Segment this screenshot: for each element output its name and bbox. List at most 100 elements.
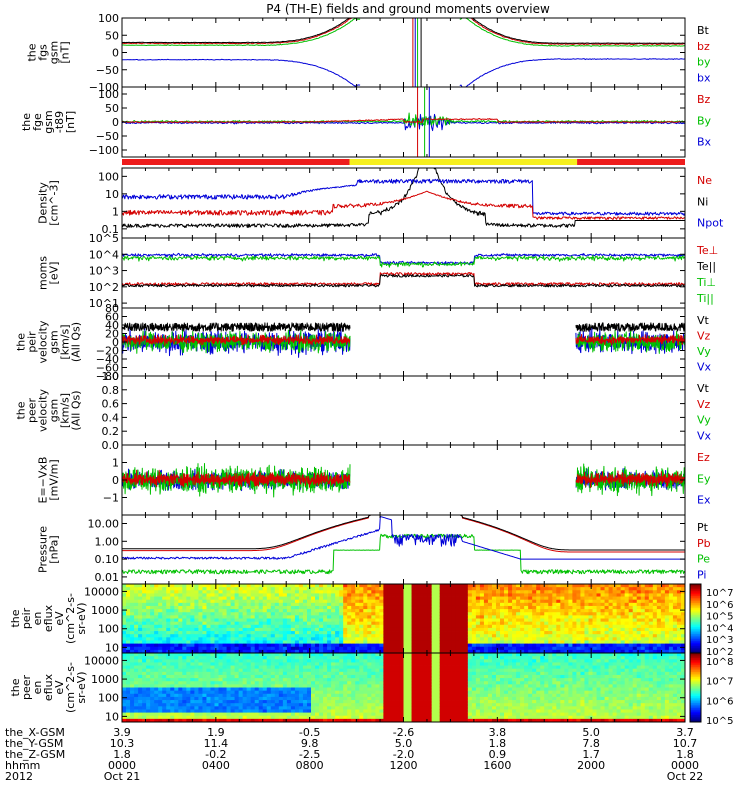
electron-spectrogram-cell — [359, 703, 364, 707]
ion-spectrogram-cell — [347, 609, 352, 613]
ion-spectrogram-cell — [210, 627, 215, 632]
ion-spectrogram-cell — [246, 643, 252, 648]
ion-spectrogram-cell — [463, 596, 469, 601]
ion-spectrogram-cell — [182, 634, 187, 638]
ion-spectrogram-cell — [544, 643, 549, 648]
ion-spectrogram-cell — [520, 643, 525, 648]
ion-spectrogram-cell — [270, 631, 276, 635]
ion-spectrogram-cell — [600, 627, 605, 632]
ion-spectrogram-cell — [463, 618, 469, 623]
electron-spectrogram-cell — [315, 671, 320, 676]
ion-spectrogram-cell — [479, 618, 485, 623]
ion-spectrogram-cell — [407, 618, 412, 623]
electron-spectrogram-cell — [298, 678, 304, 682]
electron-spectrogram-cell — [166, 665, 171, 670]
ion-spectrogram-cell — [331, 609, 336, 613]
electron-spectrogram-cell — [250, 656, 256, 660]
ion-spectrogram-cell — [359, 631, 364, 635]
electron-spectrogram-cell — [379, 671, 384, 676]
electron-spectrogram-cell — [182, 709, 187, 713]
ion-spectrogram-cell — [278, 631, 284, 635]
ion-spectrogram-cell — [580, 627, 585, 632]
electron-spectrogram-cell — [218, 674, 223, 679]
ion-spectrogram-cell — [238, 590, 244, 594]
electron-spectrogram-cell — [290, 659, 296, 663]
electron-spectrogram-cell — [427, 656, 433, 660]
ion-spectrogram-cell — [423, 609, 429, 613]
ion-spectrogram-cell — [154, 584, 159, 588]
ion-spectrogram-cell — [214, 590, 219, 594]
electron-spectrogram-cell — [367, 718, 372, 723]
electron-spectrogram-cell — [282, 703, 288, 707]
ion-spectrogram-cell — [250, 590, 256, 594]
electron-spectrogram-cell — [335, 681, 340, 685]
electron-spectrogram-cell — [371, 709, 376, 713]
electron-spectrogram-cell — [222, 715, 227, 720]
ion-spectrogram-cell — [439, 615, 445, 619]
electron-spectrogram-cell — [246, 718, 252, 723]
ion-spectrogram-cell — [479, 599, 485, 604]
ion-spectrogram-cell — [680, 612, 686, 616]
ion-spectrogram-cell — [270, 618, 276, 623]
ion-spectrogram-cell — [407, 584, 412, 588]
ion-spectrogram-cell — [182, 587, 187, 591]
ion-spectrogram-cell — [359, 618, 364, 623]
ion-spectrogram-cell — [254, 596, 260, 601]
electron-spectrogram-cell — [198, 706, 203, 710]
electron-spectrogram-cell — [226, 696, 231, 701]
ion-spectrogram-cell — [600, 649, 605, 654]
ion-spectrogram-cell — [154, 596, 159, 601]
ion-spectrogram-cell — [427, 590, 433, 594]
ion-spectrogram-cell — [138, 643, 143, 648]
electron-spectrogram-cell — [126, 678, 131, 682]
electron-spectrogram-cell — [375, 681, 380, 685]
electron-spectrogram-cell — [363, 674, 368, 679]
electron-spectrogram-cell — [459, 700, 465, 704]
electron-spectrogram-cell — [383, 665, 388, 670]
electron-spectrogram-cell — [427, 668, 433, 673]
electron-spectrogram-cell — [395, 712, 400, 717]
ion-spectrogram-cell — [463, 634, 469, 638]
ion-spectrogram-cell — [142, 640, 147, 644]
ion-spectrogram-cell — [226, 646, 231, 651]
ion-spectrogram-cell — [170, 602, 175, 607]
ion-spectrogram-cell — [355, 649, 360, 654]
electron-spectrogram-cell — [463, 674, 469, 679]
ion-spectrogram-cell — [294, 621, 300, 626]
electron-spectrogram-cell — [122, 700, 127, 704]
ion-spectrogram-cell — [572, 640, 577, 644]
ion-spectrogram-cell — [190, 631, 195, 635]
ion-spectrogram-cell — [158, 609, 163, 613]
ion-spectrogram-cell — [439, 590, 445, 594]
ion-spectrogram-cell — [134, 624, 139, 629]
ion-spectrogram-cell — [302, 631, 308, 635]
ion-spectrogram-cell — [608, 587, 614, 591]
ion-spectrogram-cell — [150, 646, 155, 651]
ion-spectrogram-cell — [431, 596, 437, 601]
ion-spectrogram-cell — [660, 584, 666, 588]
ion-spectrogram-cell — [242, 624, 248, 629]
ion-spectrogram-cell — [222, 609, 227, 613]
ion-spectrogram-cell — [399, 587, 404, 591]
ion-spectrogram-cell — [676, 643, 682, 648]
ion-spectrogram-cell — [491, 584, 497, 588]
ion-spectrogram-cell — [194, 624, 199, 629]
electron-spectrogram-cell — [419, 668, 425, 673]
ion-spectrogram-cell — [459, 590, 465, 594]
electron-spectrogram-cell — [210, 709, 215, 713]
ion-spectrogram-cell — [242, 637, 248, 641]
electron-spectrogram-cell — [230, 656, 235, 660]
ion-spectrogram-cell — [636, 649, 642, 654]
ion-spectrogram-cell — [532, 634, 537, 638]
ion-spectrogram-cell — [355, 590, 360, 594]
ion-spectrogram-cell — [491, 640, 497, 644]
ion-spectrogram-cell — [419, 627, 425, 632]
ion-spectrogram-cell — [166, 596, 171, 601]
ion-spectrogram-cell — [214, 593, 219, 597]
ion-spectrogram-cell — [230, 621, 235, 626]
ion-spectrogram-cell — [126, 615, 131, 619]
electron-spectrogram-cell — [423, 678, 429, 682]
ion-spectrogram-cell — [552, 615, 557, 619]
ion-spectrogram-cell — [423, 618, 429, 623]
ion-spectrogram-cell — [170, 596, 175, 601]
